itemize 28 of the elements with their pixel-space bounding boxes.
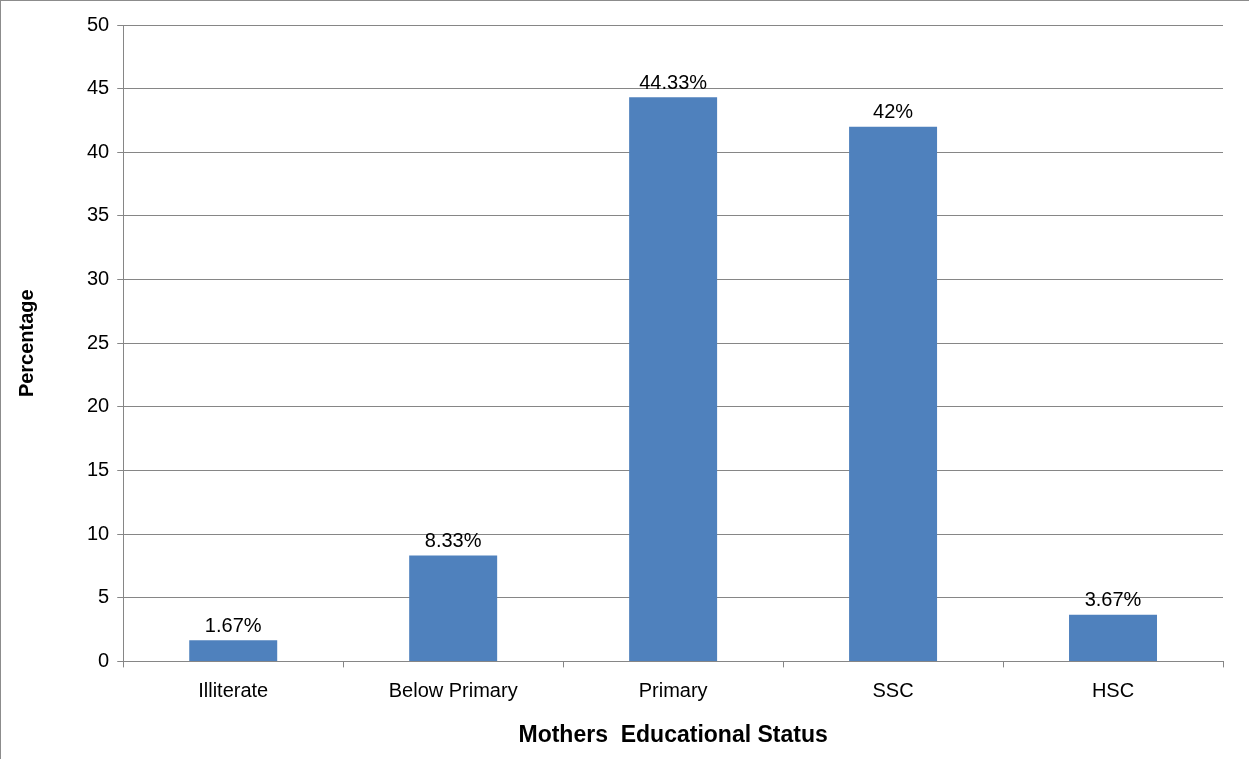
x-tick-label: Primary: [638, 678, 708, 701]
x-tick-label: Below Primary: [388, 678, 518, 701]
y-tick-label: 0: [98, 648, 110, 671]
bar: [629, 97, 718, 661]
y-tick-label: 30: [87, 267, 110, 290]
y-axis-title: Percentage: [14, 289, 37, 398]
data-label: 8.33%: [424, 528, 482, 551]
y-tick-label: 5: [98, 585, 110, 608]
data-label: 3.67%: [1084, 588, 1142, 611]
y-tick-label: 45: [87, 76, 110, 99]
y-tick-label: 10: [87, 521, 110, 544]
x-tick-label: SSC: [872, 678, 914, 701]
x-tick-label: HSC: [1091, 678, 1135, 701]
data-label: 1.67%: [204, 613, 262, 636]
data-label: 44.33%: [639, 70, 708, 93]
bar: [409, 555, 498, 661]
bar: [849, 126, 938, 661]
y-tick-label: 25: [87, 330, 110, 353]
x-tick-label: Illiterate: [198, 678, 269, 701]
x-axis-title: Mothers Educational Status: [518, 720, 828, 747]
y-tick-label: 35: [87, 203, 110, 226]
bar: [1069, 614, 1158, 661]
y-tick-label: 15: [87, 458, 110, 480]
y-tick-label: 20: [87, 394, 110, 417]
bar: [189, 640, 278, 661]
data-label: 42%: [873, 100, 914, 123]
y-tick-label: 40: [87, 139, 110, 162]
y-tick-label: 50: [87, 12, 110, 35]
